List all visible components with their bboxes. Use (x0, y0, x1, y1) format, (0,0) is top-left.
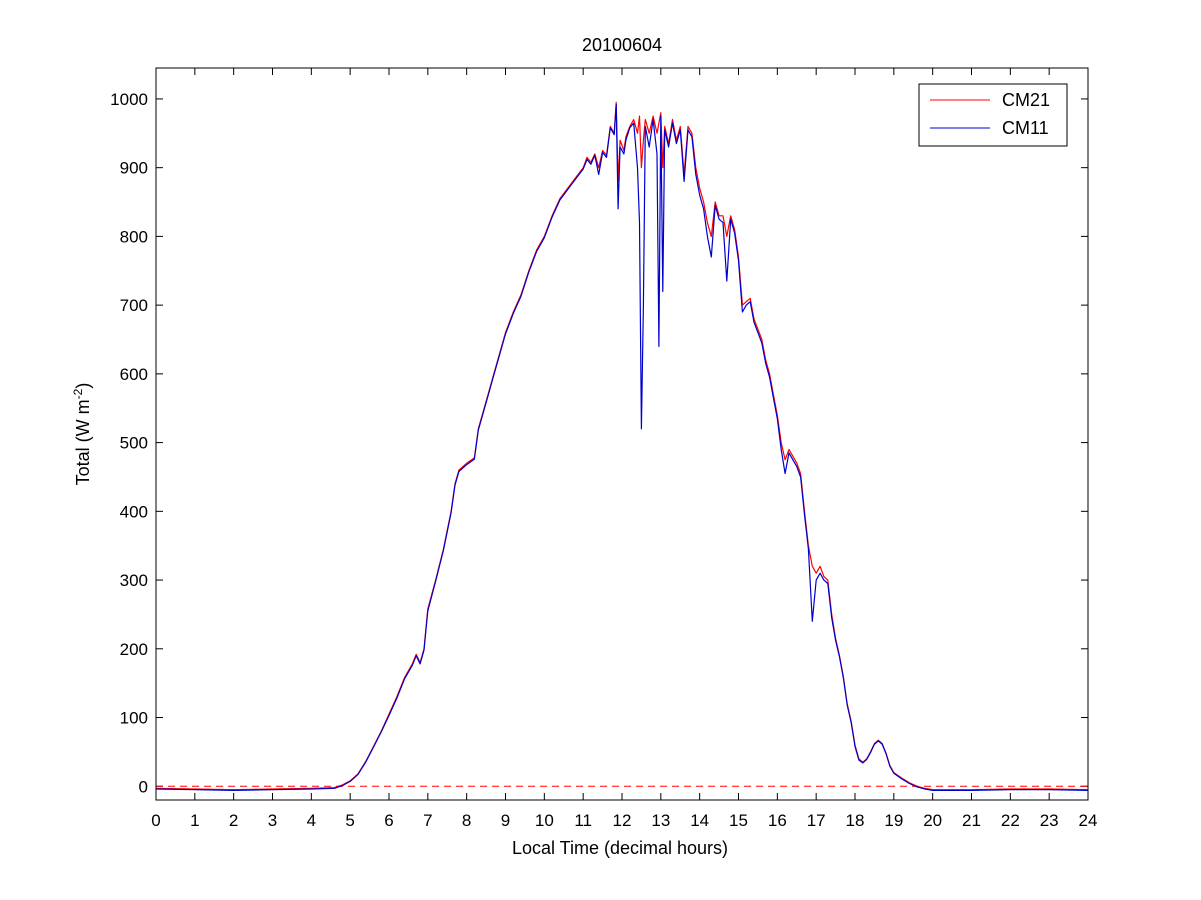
y-axis: 0 100 200 300 400 500 600 700 800 900 1000 (110, 90, 1088, 796)
x-tick-label: 20 (923, 811, 942, 830)
y-tick-label: 300 (120, 571, 148, 590)
x-tick-label: 19 (884, 811, 903, 830)
x-tick-label: 3 (268, 811, 277, 830)
y-tick-label: 600 (120, 365, 148, 384)
x-tick-label: 1 (190, 811, 199, 830)
legend-box (918, 83, 1068, 147)
x-tick-label: 14 (690, 811, 709, 830)
y-tick-label: 800 (120, 227, 148, 246)
x-tick-label: 4 (307, 811, 316, 830)
x-tick-label: 13 (651, 811, 670, 830)
x-axis-label: Local Time (decimal hours) (512, 838, 728, 858)
y-tick-label: 900 (120, 159, 148, 178)
x-tick-label: 2 (229, 811, 238, 830)
y-axis-label: Total (W m-2) (71, 383, 93, 486)
x-tick-label: 16 (768, 811, 787, 830)
x-axis: 0 1 2 3 4 5 6 7 8 9 10 11 12 13 14 15 16 17 18 19 20 21 22 23 24 (151, 68, 1097, 830)
y-tick-label: 700 (120, 296, 148, 315)
x-tick-label: 17 (807, 811, 826, 830)
y-tick-label: 500 (120, 434, 148, 453)
x-tick-label: 10 (535, 811, 554, 830)
series-line-cm11 (155, 103, 1089, 791)
plot-frame (155, 67, 1089, 801)
x-tick-label: 22 (1001, 811, 1020, 830)
y-tick-label: 200 (120, 640, 148, 659)
x-tick-label: 6 (384, 811, 393, 830)
x-tick-label: 18 (846, 811, 865, 830)
x-tick-label: 15 (729, 811, 748, 830)
y-axis-label-superscript: -2 (71, 388, 85, 399)
y-tick-label: 400 (120, 502, 148, 521)
y-tick-label: 100 (120, 709, 148, 728)
x-tick-label: 5 (345, 811, 354, 830)
y-axis-label-tail: ) (73, 383, 93, 389)
x-tick-label: 21 (962, 811, 981, 830)
x-tick-label: 24 (1079, 811, 1098, 830)
x-tick-label: 7 (423, 811, 432, 830)
x-tick-label: 9 (501, 811, 510, 830)
x-tick-label: 11 (574, 811, 592, 830)
chart-title: 20100604 (582, 35, 662, 55)
plot-area (156, 68, 1088, 800)
y-axis-label-main: Total (W m (73, 399, 93, 485)
x-tick-label: 8 (462, 811, 471, 830)
series-layer (155, 101, 1089, 791)
legend: CM21 CM11 (918, 83, 1068, 147)
legend-label-cm21: CM21 (1002, 90, 1050, 110)
legend-label-cm11: CM11 (1002, 118, 1049, 138)
y-tick-label: 1000 (110, 90, 148, 109)
x-tick-label: 12 (613, 811, 632, 830)
x-tick-label: 0 (151, 811, 160, 830)
y-tick-label: 0 (139, 777, 148, 796)
x-tick-label: 23 (1040, 811, 1059, 830)
